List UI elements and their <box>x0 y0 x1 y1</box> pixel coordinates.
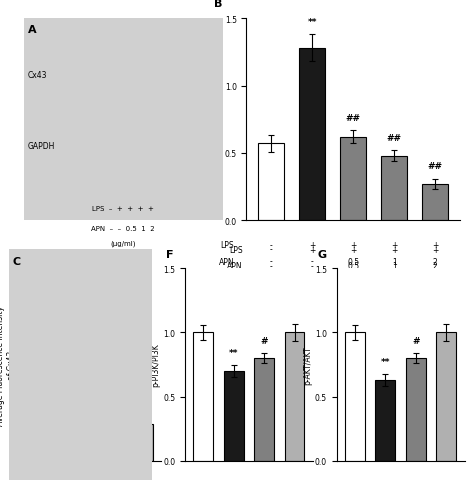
Bar <box>193 333 213 461</box>
Y-axis label: p-PI3K/PI3K: p-PI3K/PI3K <box>151 343 160 386</box>
Text: 0.5: 0.5 <box>347 261 359 270</box>
Text: +: + <box>432 241 438 250</box>
Bar <box>299 49 326 221</box>
Text: C: C <box>12 256 20 266</box>
Text: -: - <box>311 261 313 270</box>
Text: G: G <box>317 249 327 259</box>
Text: #: # <box>260 336 268 346</box>
Bar <box>285 333 304 461</box>
Text: #: # <box>412 336 419 346</box>
Text: +: + <box>350 245 356 254</box>
Bar <box>381 156 408 221</box>
Text: +: + <box>350 241 356 250</box>
Bar <box>375 380 395 461</box>
Text: 1: 1 <box>392 257 397 266</box>
Text: +: + <box>309 245 315 254</box>
Text: ##: ## <box>387 134 401 143</box>
Bar <box>224 371 244 461</box>
Text: GAPDH: GAPDH <box>27 142 55 151</box>
Text: APN: APN <box>219 257 234 266</box>
Text: ##: ## <box>428 162 443 171</box>
Text: A: A <box>27 25 36 35</box>
Bar <box>437 333 456 461</box>
Text: APN
(μg/ml): APN (μg/ml) <box>214 261 242 280</box>
Bar <box>42 422 61 461</box>
Text: +: + <box>309 241 315 250</box>
Bar <box>340 137 366 221</box>
Text: 0.5: 0.5 <box>347 257 359 266</box>
Text: -: - <box>270 245 273 254</box>
Bar <box>133 424 153 461</box>
Text: (μg/ml): (μg/ml) <box>110 240 136 247</box>
Text: *: * <box>80 273 84 282</box>
Text: **: ** <box>229 348 238 357</box>
Text: B: B <box>214 0 223 9</box>
Bar <box>258 144 284 221</box>
Bar <box>422 184 448 221</box>
Text: 2: 2 <box>433 257 438 266</box>
Text: -: - <box>270 261 273 270</box>
Text: **: ** <box>381 357 390 366</box>
Text: Cx43: Cx43 <box>27 71 47 80</box>
Text: LPS  –  +  +  +  +: LPS – + + + + <box>92 206 154 212</box>
Bar <box>254 359 274 461</box>
Bar <box>72 311 92 461</box>
Y-axis label: Cx43/GAPDH: Cx43/GAPDH <box>213 96 222 144</box>
Text: +: + <box>391 241 397 250</box>
Text: ##: ## <box>346 114 361 123</box>
Text: LPS: LPS <box>220 241 234 250</box>
Bar <box>345 333 365 461</box>
Text: APN  –  –  0.5  1  2: APN – – 0.5 1 2 <box>91 226 155 232</box>
Bar <box>406 359 426 461</box>
Y-axis label: p-AKT/AKT: p-AKT/AKT <box>303 346 312 384</box>
Y-axis label: Average Fluorescence Intensity
of Cx43: Average Fluorescence Intensity of Cx43 <box>0 305 16 425</box>
Text: F: F <box>166 249 173 259</box>
Text: 1: 1 <box>392 261 397 270</box>
Bar <box>102 401 122 461</box>
Text: +: + <box>391 245 397 254</box>
Text: D: D <box>14 249 23 259</box>
Text: (μg/ml): (μg/ml) <box>209 275 234 282</box>
Text: LPS: LPS <box>229 245 242 254</box>
Text: -: - <box>270 241 273 250</box>
Text: +: + <box>432 245 438 254</box>
Text: **: ** <box>307 18 317 27</box>
Text: 2: 2 <box>433 261 438 270</box>
Text: -: - <box>270 257 273 266</box>
Text: #: # <box>109 380 116 389</box>
Text: -: - <box>311 257 313 266</box>
